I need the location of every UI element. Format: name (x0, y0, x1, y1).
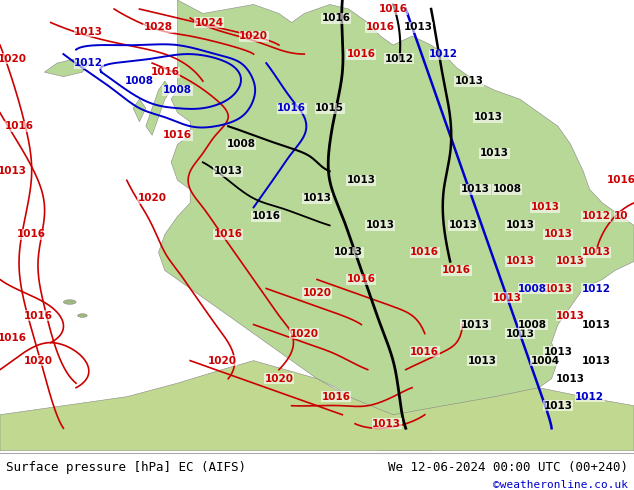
Text: 1013: 1013 (404, 22, 433, 32)
Text: 1013: 1013 (372, 419, 401, 429)
Polygon shape (146, 81, 171, 135)
Text: 1013: 1013 (493, 293, 522, 302)
Text: 1016: 1016 (17, 229, 46, 240)
Text: 1008: 1008 (518, 284, 547, 294)
Polygon shape (44, 59, 89, 76)
Text: 1016: 1016 (252, 211, 281, 221)
Text: 1013: 1013 (581, 319, 611, 330)
Text: 1016: 1016 (0, 333, 27, 343)
Text: 1020: 1020 (264, 374, 294, 384)
Text: 1028: 1028 (144, 22, 173, 32)
Polygon shape (133, 99, 146, 122)
Text: 1004: 1004 (531, 356, 560, 366)
Text: 1016: 1016 (410, 247, 439, 257)
Text: 1013: 1013 (467, 356, 496, 366)
Text: 1013: 1013 (0, 166, 27, 176)
Text: 1016: 1016 (321, 392, 351, 402)
Text: 1020: 1020 (207, 356, 236, 366)
Polygon shape (0, 361, 634, 451)
Text: 1012: 1012 (74, 58, 103, 68)
Text: 1012: 1012 (385, 53, 414, 64)
Text: 1012: 1012 (575, 392, 604, 402)
Text: 1013: 1013 (505, 256, 534, 267)
Text: Surface pressure [hPa] EC (AIFS): Surface pressure [hPa] EC (AIFS) (6, 461, 247, 474)
Text: 1016: 1016 (607, 175, 634, 185)
Text: 1008: 1008 (125, 76, 154, 86)
Text: 1016: 1016 (214, 229, 243, 240)
Text: 1013: 1013 (543, 284, 573, 294)
Text: 1008: 1008 (493, 184, 522, 195)
Text: 1013: 1013 (455, 76, 484, 86)
Text: 1013: 1013 (347, 175, 376, 185)
Text: 10: 10 (614, 211, 628, 221)
Text: 1013: 1013 (461, 184, 490, 195)
Text: 1013: 1013 (581, 356, 611, 366)
Text: 1020: 1020 (239, 31, 268, 41)
Text: 1013: 1013 (334, 247, 363, 257)
Polygon shape (158, 0, 634, 451)
Text: 1008: 1008 (163, 85, 192, 95)
Text: 1016: 1016 (277, 103, 306, 113)
Text: 1013: 1013 (543, 346, 573, 357)
Text: 1016: 1016 (442, 266, 471, 275)
Text: 1013: 1013 (480, 148, 509, 158)
Text: 1008: 1008 (518, 319, 547, 330)
Ellipse shape (63, 300, 76, 304)
Text: 1020: 1020 (290, 329, 319, 339)
Text: 1012: 1012 (581, 284, 611, 294)
Text: 1013: 1013 (74, 26, 103, 37)
Text: 1015: 1015 (315, 103, 344, 113)
Text: 1013: 1013 (531, 202, 560, 212)
Text: 1013: 1013 (556, 374, 585, 384)
Text: 1012: 1012 (581, 211, 611, 221)
Text: 1016: 1016 (366, 22, 395, 32)
Text: 1016: 1016 (347, 274, 376, 285)
Text: 1016: 1016 (378, 4, 408, 14)
Text: 1013: 1013 (302, 194, 332, 203)
Text: 1016: 1016 (150, 67, 179, 77)
Text: 1024: 1024 (195, 18, 224, 27)
Text: 1013: 1013 (461, 319, 490, 330)
Text: 1016: 1016 (23, 311, 53, 320)
Text: 1008: 1008 (226, 139, 256, 149)
Text: 1013: 1013 (505, 329, 534, 339)
Text: 1013: 1013 (543, 401, 573, 411)
Text: 1013: 1013 (214, 166, 243, 176)
Text: 1013: 1013 (448, 220, 477, 230)
Ellipse shape (78, 314, 87, 318)
Text: 1016: 1016 (4, 121, 34, 131)
Text: 1013: 1013 (505, 220, 534, 230)
Text: 1013: 1013 (543, 229, 573, 240)
Text: 1020: 1020 (138, 194, 167, 203)
Text: 1016: 1016 (163, 130, 192, 140)
Text: 1020: 1020 (0, 53, 27, 64)
Text: 1012: 1012 (429, 49, 458, 59)
Text: 1013: 1013 (556, 256, 585, 267)
Text: 1016: 1016 (321, 13, 351, 23)
Text: 1013: 1013 (556, 311, 585, 320)
Text: 1013: 1013 (366, 220, 395, 230)
Text: ©weatheronline.co.uk: ©weatheronline.co.uk (493, 480, 628, 490)
Text: 1020: 1020 (302, 288, 332, 298)
Text: 1016: 1016 (347, 49, 376, 59)
Text: 1016: 1016 (410, 346, 439, 357)
Text: 1013: 1013 (581, 247, 611, 257)
Text: 1020: 1020 (23, 356, 53, 366)
Text: 1013: 1013 (474, 112, 503, 122)
Text: We 12-06-2024 00:00 UTC (00+240): We 12-06-2024 00:00 UTC (00+240) (387, 461, 628, 474)
